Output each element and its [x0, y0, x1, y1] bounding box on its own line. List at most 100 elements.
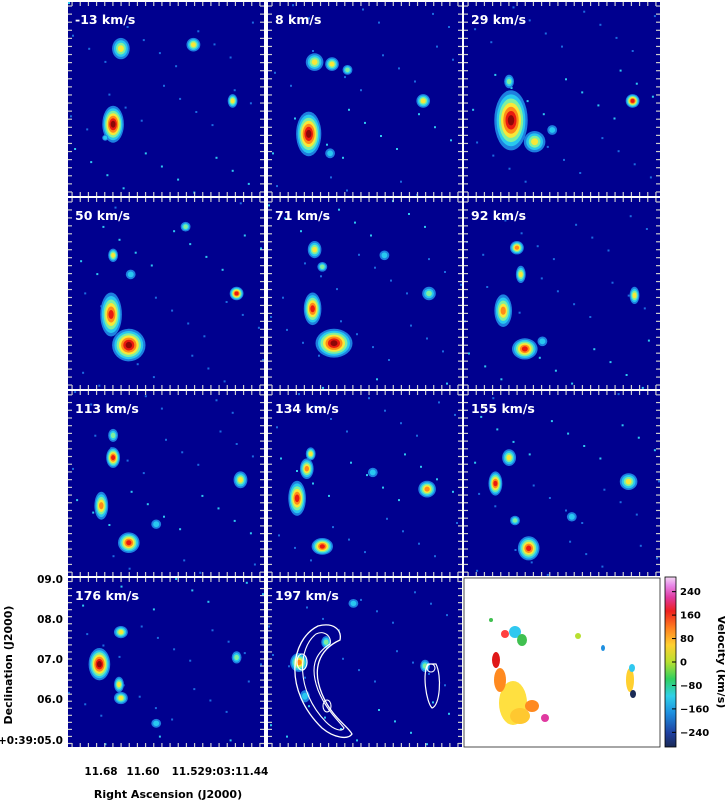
noise-speck	[249, 532, 252, 535]
emission-contour	[327, 150, 333, 157]
noise-speck	[410, 731, 412, 734]
emission-contour	[526, 545, 532, 552]
emission-contour	[308, 451, 313, 457]
noise-speck	[128, 567, 131, 570]
noise-speck	[579, 172, 582, 174]
noise-speck	[191, 589, 194, 592]
noise-speck	[229, 739, 232, 742]
noise-speck	[653, 449, 656, 452]
noise-speck	[342, 156, 344, 159]
noise-speck	[354, 221, 356, 224]
noise-speck	[476, 569, 479, 572]
noise-speck	[245, 581, 248, 584]
noise-speck	[98, 384, 101, 387]
noise-speck	[583, 10, 586, 13]
noise-speck	[272, 152, 274, 155]
noise-speck	[631, 50, 634, 52]
velocity-blob	[525, 700, 539, 712]
noise-speck	[260, 663, 262, 666]
noise-speck	[82, 371, 85, 374]
noise-speck	[183, 559, 186, 562]
noise-speck	[376, 610, 378, 613]
noise-speck	[332, 526, 334, 529]
emission-contour	[319, 544, 325, 549]
emission-contour	[153, 521, 160, 528]
noise-speck	[262, 593, 264, 596]
contour-east-outer	[424, 663, 441, 709]
emission-contour	[302, 692, 308, 700]
channel-panel: -13 km/s	[68, 2, 264, 196]
noise-speck	[366, 474, 368, 477]
noise-speck	[308, 17, 310, 20]
noise-speck	[171, 309, 174, 312]
noise-speck	[390, 279, 392, 282]
emission-contour	[117, 681, 121, 688]
channel-panel: 29 km/s	[464, 2, 660, 196]
noise-speck	[392, 621, 394, 624]
noise-speck	[225, 301, 228, 303]
velocity-blob	[489, 618, 493, 622]
noise-speck	[336, 288, 338, 291]
noise-speck	[565, 78, 567, 81]
noise-speck	[227, 640, 230, 643]
noise-speck	[436, 45, 438, 48]
emission-contour	[234, 291, 239, 296]
noise-speck	[460, 283, 462, 286]
noise-speck	[312, 482, 314, 485]
noise-speck	[205, 255, 208, 258]
noise-speck	[251, 21, 254, 24]
x-axis-label: Right Ascension (J2000)	[94, 788, 242, 801]
noise-speck	[416, 434, 418, 437]
emission-contour	[306, 129, 312, 138]
noise-speck	[561, 45, 563, 48]
velocity-blob	[509, 626, 521, 638]
noise-speck	[348, 538, 350, 541]
velocity-blob	[541, 714, 549, 722]
noise-speck	[376, 378, 378, 381]
noise-speck	[330, 418, 332, 420]
noise-speck	[126, 459, 129, 462]
noise-speck	[356, 739, 358, 742]
noise-speck	[528, 453, 531, 456]
noise-speck	[490, 41, 493, 44]
emission-contour	[110, 432, 116, 439]
emission-contour	[126, 540, 132, 546]
noise-speck	[414, 80, 416, 83]
noise-speck	[199, 571, 202, 574]
velocity-blob	[626, 668, 634, 692]
noise-speck	[318, 354, 320, 357]
noise-speck	[581, 91, 584, 94]
noise-speck	[609, 361, 612, 364]
noise-speck	[286, 735, 288, 738]
noise-speck	[104, 743, 107, 746]
noise-speck	[556, 290, 559, 293]
noise-speck	[496, 428, 499, 431]
emission-contour	[500, 306, 506, 315]
noise-speck	[225, 710, 228, 713]
noise-speck	[100, 714, 103, 717]
noise-speck	[312, 50, 314, 52]
velocity-blob	[517, 634, 527, 646]
noise-speck	[508, 167, 511, 170]
emission-contour	[350, 600, 357, 607]
emission-contour	[312, 246, 318, 253]
noise-speck	[492, 154, 495, 157]
noise-speck	[418, 542, 420, 545]
panel-background	[68, 391, 264, 576]
noise-speck	[90, 161, 93, 164]
noise-speck	[124, 106, 127, 109]
colorbar: 240 160 80 0 −80 −160 −240 Velocity (km/s)	[664, 576, 725, 748]
noise-speck	[102, 225, 105, 228]
noise-speck	[146, 503, 149, 506]
noise-speck	[404, 453, 406, 456]
noise-speck	[134, 251, 137, 254]
contour-knot	[322, 699, 332, 713]
noise-speck	[163, 84, 165, 87]
y-tick-label: +0:39:05.0	[0, 735, 63, 747]
panel-velocity-label: 197 km/s	[275, 588, 339, 603]
noise-speck	[207, 367, 210, 370]
emission-contour	[118, 629, 124, 635]
noise-speck	[617, 393, 620, 396]
noise-speck	[158, 735, 161, 738]
